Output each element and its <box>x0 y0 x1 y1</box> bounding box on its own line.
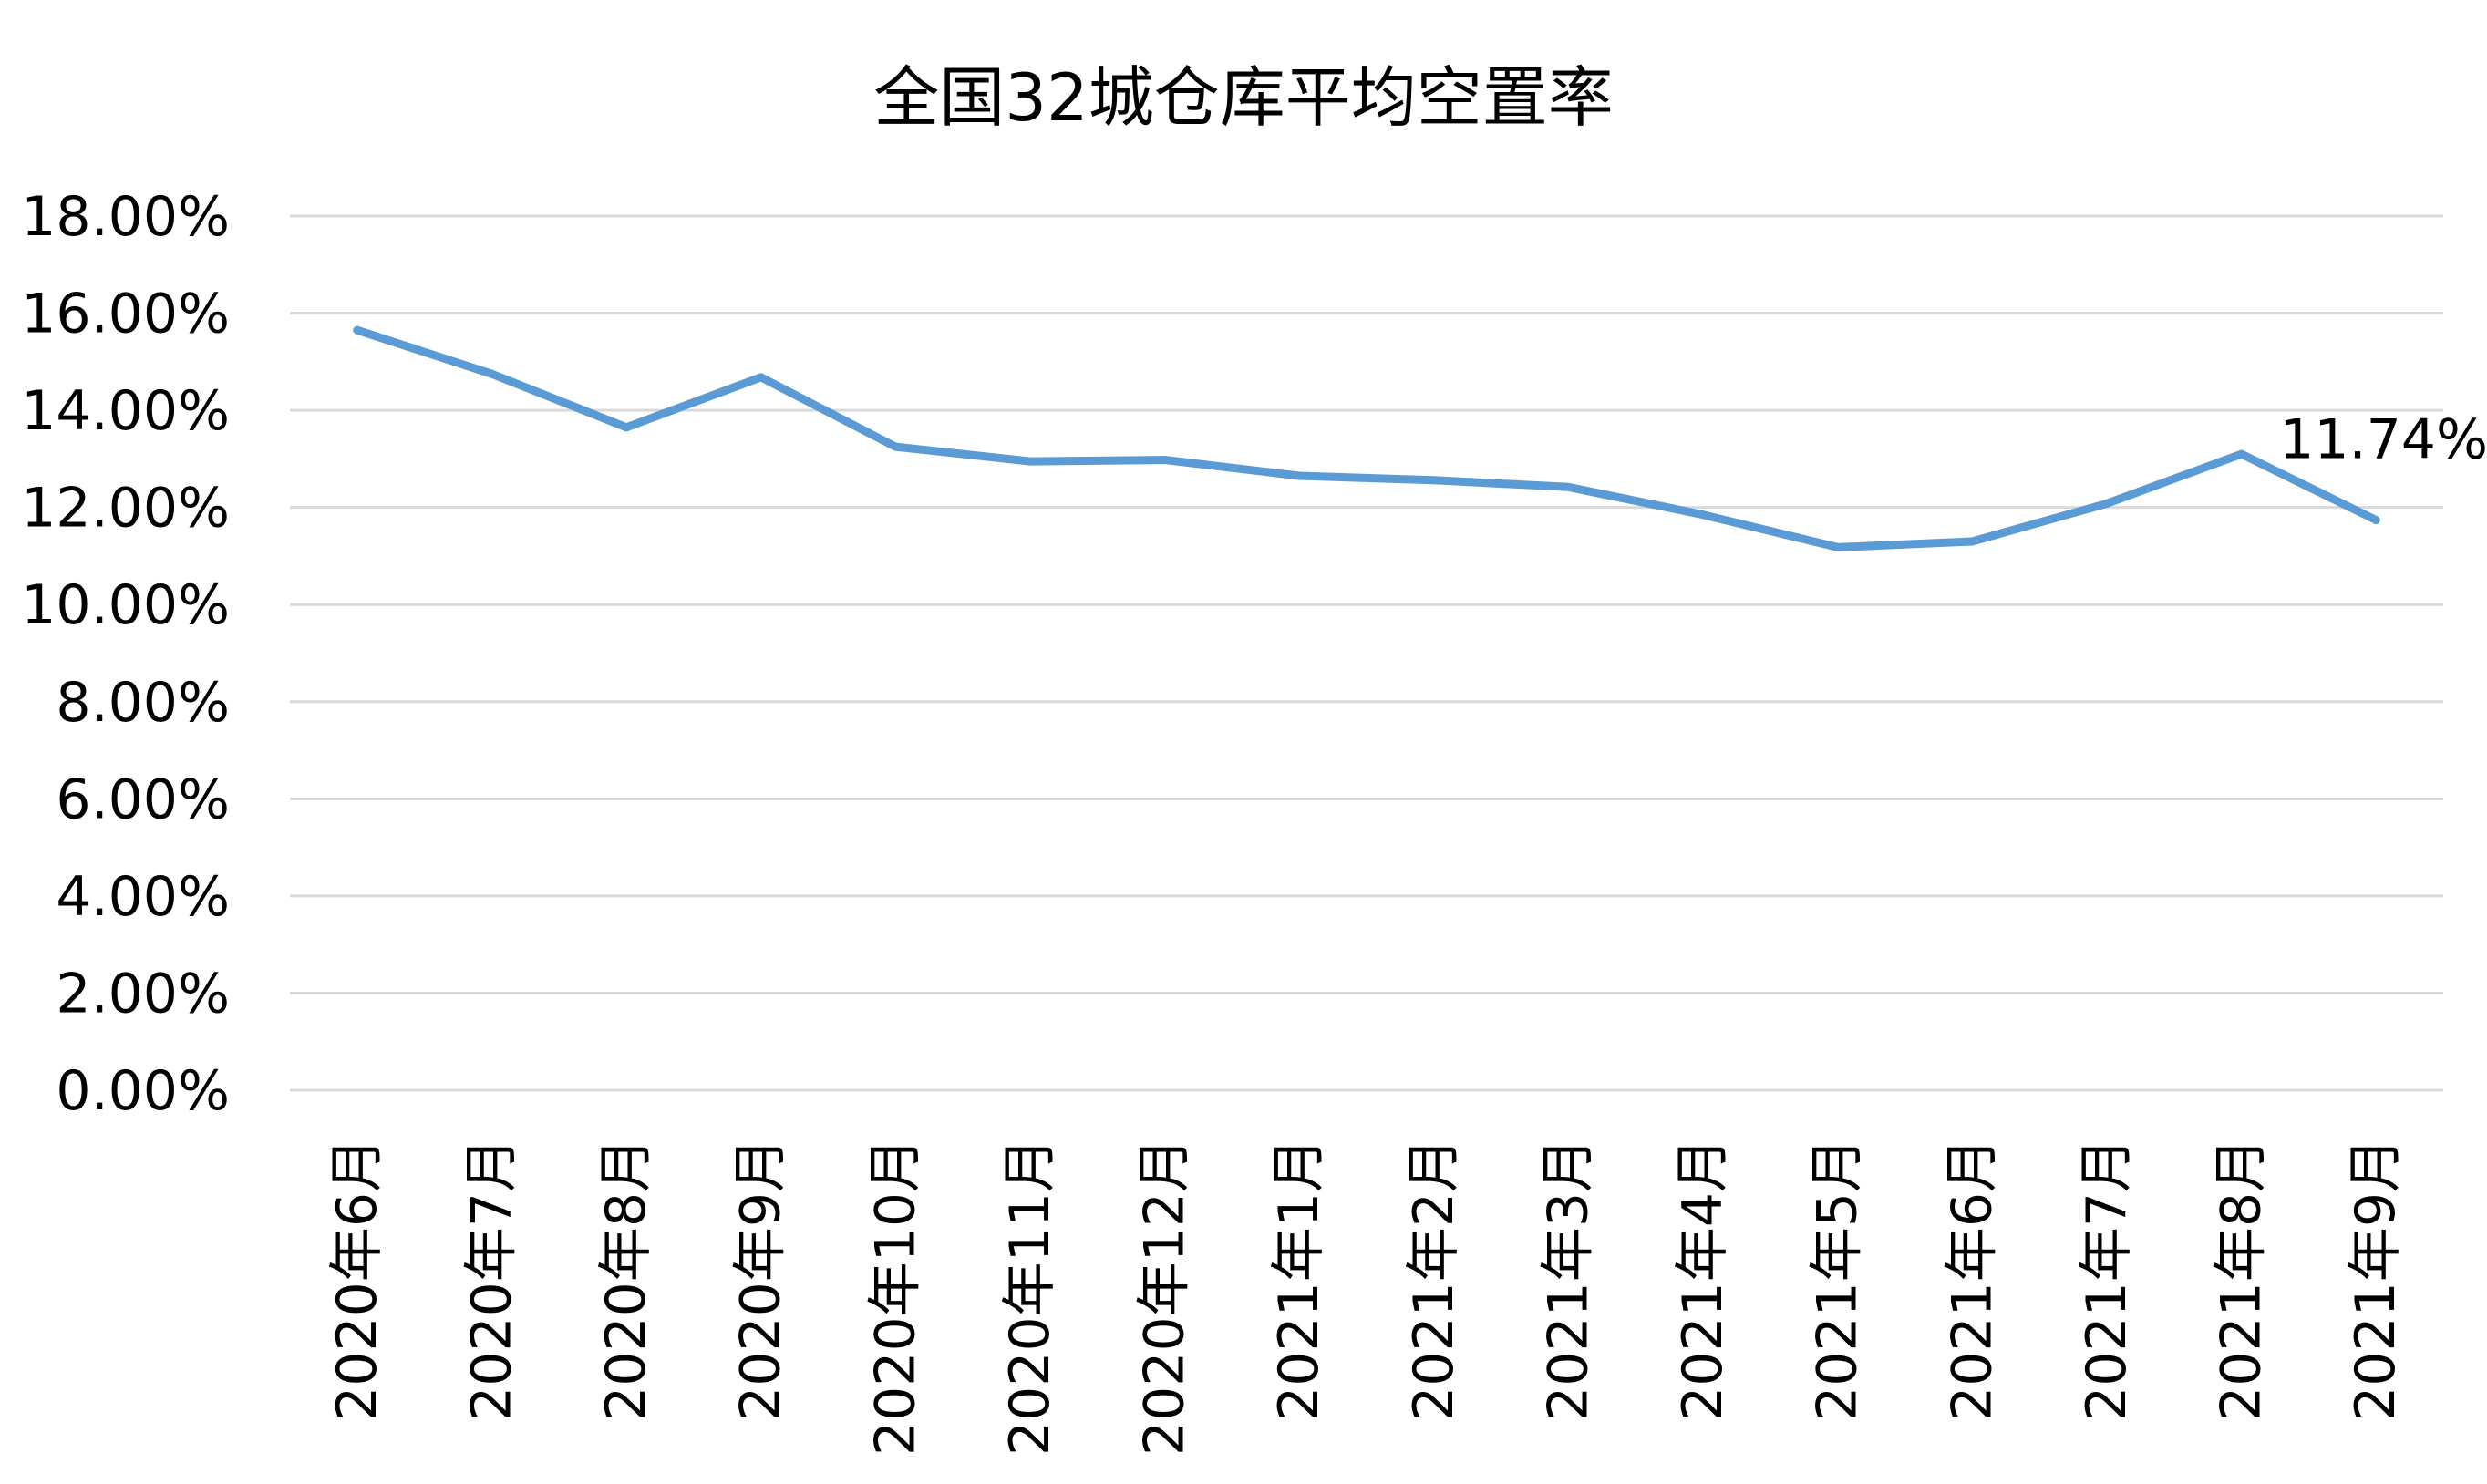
x-tick-label: 2020年11月 <box>998 1138 1062 1456</box>
data-point <box>1698 510 1708 520</box>
data-point <box>2237 449 2246 459</box>
data-point <box>622 423 631 432</box>
y-tick-label: 8.00% <box>56 671 230 735</box>
x-tick-label: 2021年7月 <box>2075 1138 2139 1421</box>
series-line <box>353 325 2380 551</box>
chart-title: 全国32城仓库平均空置率 <box>873 59 1614 136</box>
x-tick-label: 2020年12月 <box>1133 1138 1197 1456</box>
x-tick-label: 2020年7月 <box>459 1138 523 1421</box>
data-point <box>1563 482 1573 491</box>
y-tick-label: 2.00% <box>56 962 230 1025</box>
x-tick-label: 2020年8月 <box>594 1138 658 1421</box>
data-point <box>2102 499 2111 508</box>
data-point <box>1429 476 1439 485</box>
data-point <box>1967 537 1976 546</box>
data-labels: 11.74% <box>2279 408 2487 472</box>
data-point <box>757 373 766 382</box>
series-layer <box>353 325 2380 551</box>
y-tick-label: 16.00% <box>21 283 230 346</box>
data-point <box>487 369 496 378</box>
data-point <box>1161 455 1170 464</box>
data-label: 11.74% <box>2279 408 2487 472</box>
data-point <box>2371 516 2380 525</box>
y-tick-label: 14.00% <box>21 379 230 443</box>
data-point <box>1026 457 1035 466</box>
x-tick-label: 2021年4月 <box>1671 1138 1735 1421</box>
data-point <box>1295 471 1304 480</box>
data-point <box>891 442 900 451</box>
x-tick-label: 2021年5月 <box>1806 1138 1870 1421</box>
y-tick-label: 12.00% <box>21 477 230 541</box>
x-tick-label: 2021年3月 <box>1536 1138 1600 1421</box>
x-tick-label: 2020年9月 <box>729 1138 793 1421</box>
y-axis-ticks: 0.00% 2.00% 4.00% 6.00% 8.00% 10.00% 12.00% 14.… <box>21 185 230 1123</box>
x-axis-ticks: 2020年6月 2020年7月 2020年8月 2020年9月 2020年10月 2020… <box>325 1138 2408 1456</box>
y-tick-label: 18.00% <box>21 185 230 249</box>
data-point <box>353 325 362 335</box>
x-tick-label: 2021年2月 <box>1402 1138 1466 1421</box>
x-tick-label: 2020年6月 <box>325 1138 389 1421</box>
x-tick-label: 2021年8月 <box>2210 1138 2274 1421</box>
y-tick-label: 0.00% <box>56 1059 230 1123</box>
gridlines <box>290 214 2443 1092</box>
data-point <box>1833 542 1842 551</box>
x-tick-label: 2021年1月 <box>1267 1138 1331 1421</box>
x-tick-label: 2021年6月 <box>1940 1138 2004 1421</box>
x-tick-label: 2021年9月 <box>2344 1138 2408 1421</box>
y-tick-label: 10.00% <box>21 573 230 637</box>
x-tick-label: 2020年10月 <box>863 1138 927 1456</box>
y-tick-label: 4.00% <box>56 865 230 929</box>
y-tick-label: 6.00% <box>56 768 230 831</box>
